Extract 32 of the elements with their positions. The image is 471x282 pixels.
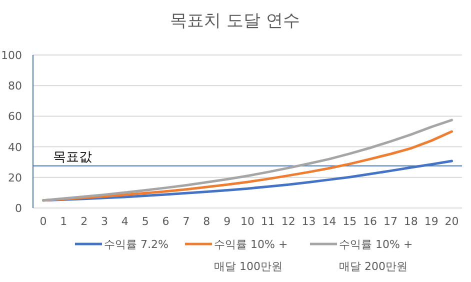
x-tick-label: 11: [260, 215, 275, 228]
x-tick-label: 7: [182, 215, 190, 228]
x-tick-label: 0: [40, 215, 47, 228]
legend-label: 수익률 10% + 매달 200만원: [339, 238, 413, 273]
x-tick-label: 16: [363, 215, 378, 228]
x-tick-label: 17: [384, 215, 398, 228]
ref-line-label: 목표값: [53, 150, 92, 165]
x-tick-label: 1: [60, 215, 68, 228]
x-tick-label: 4: [121, 215, 128, 228]
x-tick-label: 12: [281, 215, 296, 228]
y-tick-label: 80: [8, 80, 22, 93]
legend-label: 수익률 7.2%: [104, 238, 168, 251]
x-tick-label: 8: [203, 215, 210, 228]
x-tick-label: 13: [302, 215, 316, 228]
x-tick-label: 18: [404, 215, 418, 228]
x-tick-label: 6: [162, 215, 170, 228]
x-tick-label: 9: [224, 215, 231, 228]
y-tick-label: 60: [8, 110, 22, 124]
x-tick-label: 3: [101, 215, 108, 228]
x-tick-label: 10: [240, 215, 254, 228]
x-tick-label: 5: [142, 215, 149, 228]
x-tick-label: 14: [322, 215, 336, 228]
legend-label: 수익률 10% + 매달 100만원: [214, 238, 288, 273]
x-tick-label: 20: [444, 215, 459, 228]
chart-title: 목표치 도달 연수: [170, 11, 300, 31]
x-tick-label: 19: [424, 215, 438, 228]
y-tick-label: 100: [1, 49, 22, 62]
x-tick-label: 15: [342, 215, 357, 228]
x-tick-label: 2: [80, 215, 88, 228]
y-tick-label: 0: [15, 202, 22, 215]
y-tick-label: 20: [8, 171, 22, 184]
y-tick-label: 40: [8, 140, 22, 154]
